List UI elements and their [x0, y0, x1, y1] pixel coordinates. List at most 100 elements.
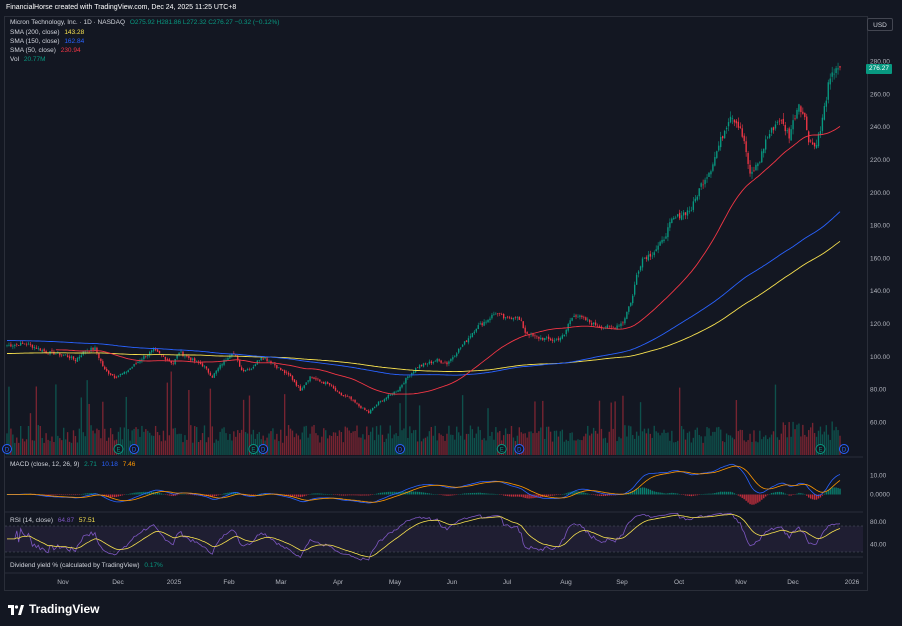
volume-bar [332, 432, 335, 455]
macd-histogram-bar [645, 488, 648, 495]
volume-bar [199, 440, 202, 455]
volume-bar [739, 429, 741, 455]
volume-bar [43, 442, 45, 455]
volume-bar [8, 386, 10, 455]
macd-histogram-bar [808, 494, 810, 498]
candle-body [123, 371, 126, 375]
candle-body [768, 134, 771, 138]
volume-bar [301, 432, 303, 455]
candle-body [620, 323, 622, 327]
macd-histogram-bar [798, 492, 800, 495]
vol-label: Vol [10, 56, 20, 63]
volume-bar [25, 439, 28, 455]
macd-histogram-bar [119, 494, 122, 496]
volume-bar [469, 425, 472, 455]
sma50-legend[interactable]: SMA (50, close) 230.94 [10, 46, 81, 55]
macd-histogram-bar [370, 494, 372, 496]
candle-body [821, 117, 824, 131]
volume-bar [338, 430, 341, 455]
macd-histogram-bar [778, 491, 781, 495]
volume-bar [477, 426, 479, 455]
volume-bar [74, 436, 77, 455]
macd-histogram-bar [649, 489, 652, 495]
macd-histogram-bar [755, 494, 757, 504]
macd-histogram-bar [430, 493, 433, 495]
x-axis-tick-label: Jul [503, 579, 512, 586]
candle-body [327, 382, 329, 384]
candle-body [270, 361, 272, 364]
candle-body [587, 319, 589, 321]
macd-histogram-bar [295, 494, 298, 497]
volume-bar [579, 439, 581, 455]
volume-bar [176, 434, 178, 455]
macd-histogram-bar [393, 491, 395, 495]
sma150-legend[interactable]: SMA (150, close) 162.84 [10, 37, 84, 46]
candle-body [430, 361, 433, 364]
vol-legend[interactable]: Vol 20.77M [10, 55, 46, 64]
volume-bar [33, 440, 36, 455]
candle-body [346, 396, 348, 397]
volume-bar [495, 427, 497, 455]
macd-histogram-bar [536, 494, 538, 498]
candle-body [622, 322, 624, 324]
price-axis-tick-label: 120.00 [870, 321, 890, 328]
volume-bar [800, 436, 802, 455]
macd-histogram-bar [806, 494, 808, 496]
sma50-line [55, 126, 841, 395]
volume-bar [565, 439, 567, 455]
volume-bar [107, 437, 110, 455]
candle-body [725, 127, 728, 130]
macd-legend[interactable]: MACD (close, 12, 26, 9) 2.71 10.18 7.46 [10, 460, 135, 469]
macd-histogram-bar [55, 494, 57, 496]
volume-bar [829, 439, 831, 455]
candle-body [283, 370, 286, 374]
candle-body [696, 196, 698, 200]
macd-label: MACD (close, 12, 26, 9) [10, 461, 80, 468]
candle-body [751, 171, 753, 174]
macd-histogram-bar [544, 494, 546, 497]
candle-body [815, 145, 818, 149]
volume-bar [450, 434, 452, 455]
currency-button[interactable]: USD [867, 18, 893, 31]
macd-histogram-bar [575, 491, 577, 495]
sma200-legend[interactable]: SMA (200, close) 143.28 [10, 28, 84, 37]
candle-body [553, 340, 556, 342]
volume-bar [205, 442, 208, 455]
macd-histogram-bar [194, 494, 196, 496]
volume-bar [575, 440, 577, 455]
candle-body [469, 336, 472, 338]
volume-bar [240, 429, 243, 455]
dividend-legend[interactable]: Dividend yield % (calculated by TradingV… [10, 561, 163, 570]
candle-body [467, 338, 470, 343]
macd-histogram-bar [606, 494, 608, 496]
candle-body [632, 295, 634, 304]
candle-body [682, 212, 685, 216]
volume-bar [182, 442, 184, 455]
rsi-legend[interactable]: RSI (14, close) 64.87 57.51 [10, 516, 95, 525]
candle-body [8, 344, 10, 346]
candle-body [481, 323, 483, 326]
candle-body [354, 399, 356, 403]
volume-bar [483, 438, 485, 455]
volume-bar [299, 439, 301, 455]
volume-bar [45, 433, 47, 455]
symbol-name[interactable]: Micron Technology, Inc. · 1D · NASDAQ [10, 19, 125, 26]
earnings-marker [248, 444, 259, 454]
volume-bar [364, 439, 366, 455]
volume-bar [813, 433, 816, 455]
volume-bar [510, 425, 513, 455]
volume-bar [41, 437, 43, 455]
macd-histogram-bar [413, 491, 415, 495]
macd-histogram-bar [508, 494, 511, 497]
macd-histogram-bar [469, 493, 472, 495]
macd-histogram-bar [538, 494, 540, 498]
candle-body [6, 345, 8, 347]
volume-bar [305, 425, 307, 455]
volume-bar [12, 434, 14, 455]
macd-histogram-bar [524, 494, 526, 499]
volume-bar [602, 438, 605, 455]
macd-histogram-bar [749, 494, 751, 505]
volume-bar [313, 425, 315, 455]
volume-bar [755, 441, 757, 455]
rsi-pane [7, 512, 841, 561]
